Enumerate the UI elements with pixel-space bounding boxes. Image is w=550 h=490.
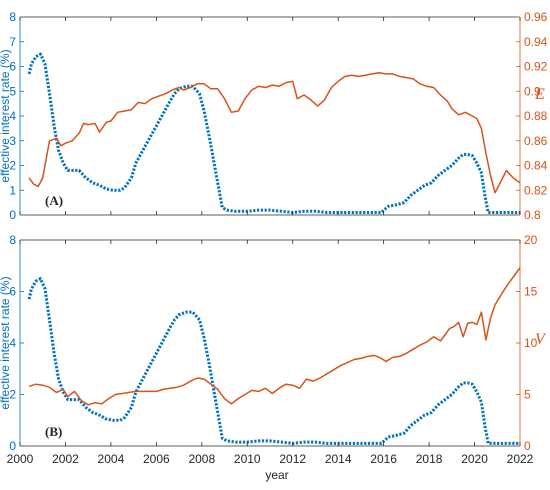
left-tick-label-a: 6	[9, 60, 16, 74]
plot-area-a	[20, 17, 520, 215]
right-axis-label-a: E	[534, 86, 545, 103]
x-tick-label: 2002	[52, 452, 79, 466]
right-tick-label-b: 15	[524, 285, 538, 299]
x-axis-label: year	[265, 468, 288, 482]
series-layer-b	[27, 267, 521, 445]
series-layer-a	[27, 52, 521, 214]
right-tick-label-a: 0.88	[524, 109, 548, 123]
x-tick-label: 2012	[279, 452, 306, 466]
x-tick-label: 2004	[98, 452, 125, 466]
x-tick-label: 2006	[143, 452, 170, 466]
panel-label-a: (A)	[45, 193, 63, 208]
left-tick-label-b: 0	[9, 439, 16, 453]
x-tick-label: 2014	[325, 452, 352, 466]
left-tick-label-b: 6	[9, 285, 16, 299]
left-tick-label-a: 8	[9, 10, 16, 24]
right-tick-label-a: 0.86	[524, 134, 548, 148]
panel-label-b: (B)	[45, 424, 62, 439]
panel-b: 2000 2002 2004 2006 2008 2010 2012 2014 2016 2018…	[0, 233, 547, 482]
right-tick-label-a: 0.9	[524, 84, 541, 98]
e-line-a	[28, 71, 521, 194]
left-tick-label-b: 2	[9, 388, 16, 402]
right-tick-label-b: 5	[524, 388, 531, 402]
left-tick-label-a: 3	[9, 134, 16, 148]
interest-rate-line-b	[27, 277, 520, 445]
x-tick-label: 2010	[234, 452, 261, 466]
x-tick-label: 2018	[416, 452, 443, 466]
x-tick-label: 2000	[7, 452, 34, 466]
left-tick-label-a: 5	[9, 84, 16, 98]
right-tick-label-a: 0.96	[524, 10, 548, 24]
left-tick-label-a: 7	[9, 35, 16, 49]
left-tick-label-a: 4	[9, 109, 16, 123]
left-tick-label-a: 1	[9, 183, 16, 197]
right-tick-label-a: 0.84	[524, 159, 548, 173]
x-tick-label: 2020	[461, 452, 488, 466]
right-tick-label-b: 20	[524, 233, 538, 247]
right-tick-label-b: 0	[524, 439, 531, 453]
x-tick-label: 2016	[370, 452, 397, 466]
left-tick-label-b: 4	[9, 336, 16, 350]
plot-area-b	[20, 240, 520, 446]
right-tick-label-a: 0.92	[524, 60, 548, 74]
interest-rate-line-a	[27, 52, 520, 214]
right-tick-label-a: 0.82	[524, 183, 548, 197]
left-tick-label-a: 2	[9, 159, 16, 173]
right-tick-label-a: 0.94	[524, 35, 548, 49]
x-tick-label: 2022	[507, 452, 534, 466]
panel-a: 0 1 2 3 4 5 6 7 8 0.8 0.82 0.84 0.86 0.88 0.9 0.92 0.94 0…	[0, 10, 548, 222]
axes-a: 0 1 2 3 4 5 6 7 8 0.8 0.82 0.84 0.86 0.88 0.9 0.92 0.94 0…	[9, 10, 547, 222]
left-axis-label-a: effective interest rate (%)	[0, 49, 12, 182]
right-axis-label-b: V	[535, 331, 547, 348]
v-line-b	[28, 267, 521, 406]
left-tick-label-b: 8	[9, 233, 16, 247]
axes-b: 2000 2002 2004 2006 2008 2010 2012 2014 2016 2018…	[7, 233, 538, 466]
right-tick-label-b: 10	[524, 336, 538, 350]
left-tick-label-a: 0	[9, 208, 16, 222]
x-tick-label: 2008	[188, 452, 215, 466]
left-axis-label-b: effective interest rate (%)	[0, 276, 12, 409]
right-tick-label-a: 0.8	[524, 208, 541, 222]
